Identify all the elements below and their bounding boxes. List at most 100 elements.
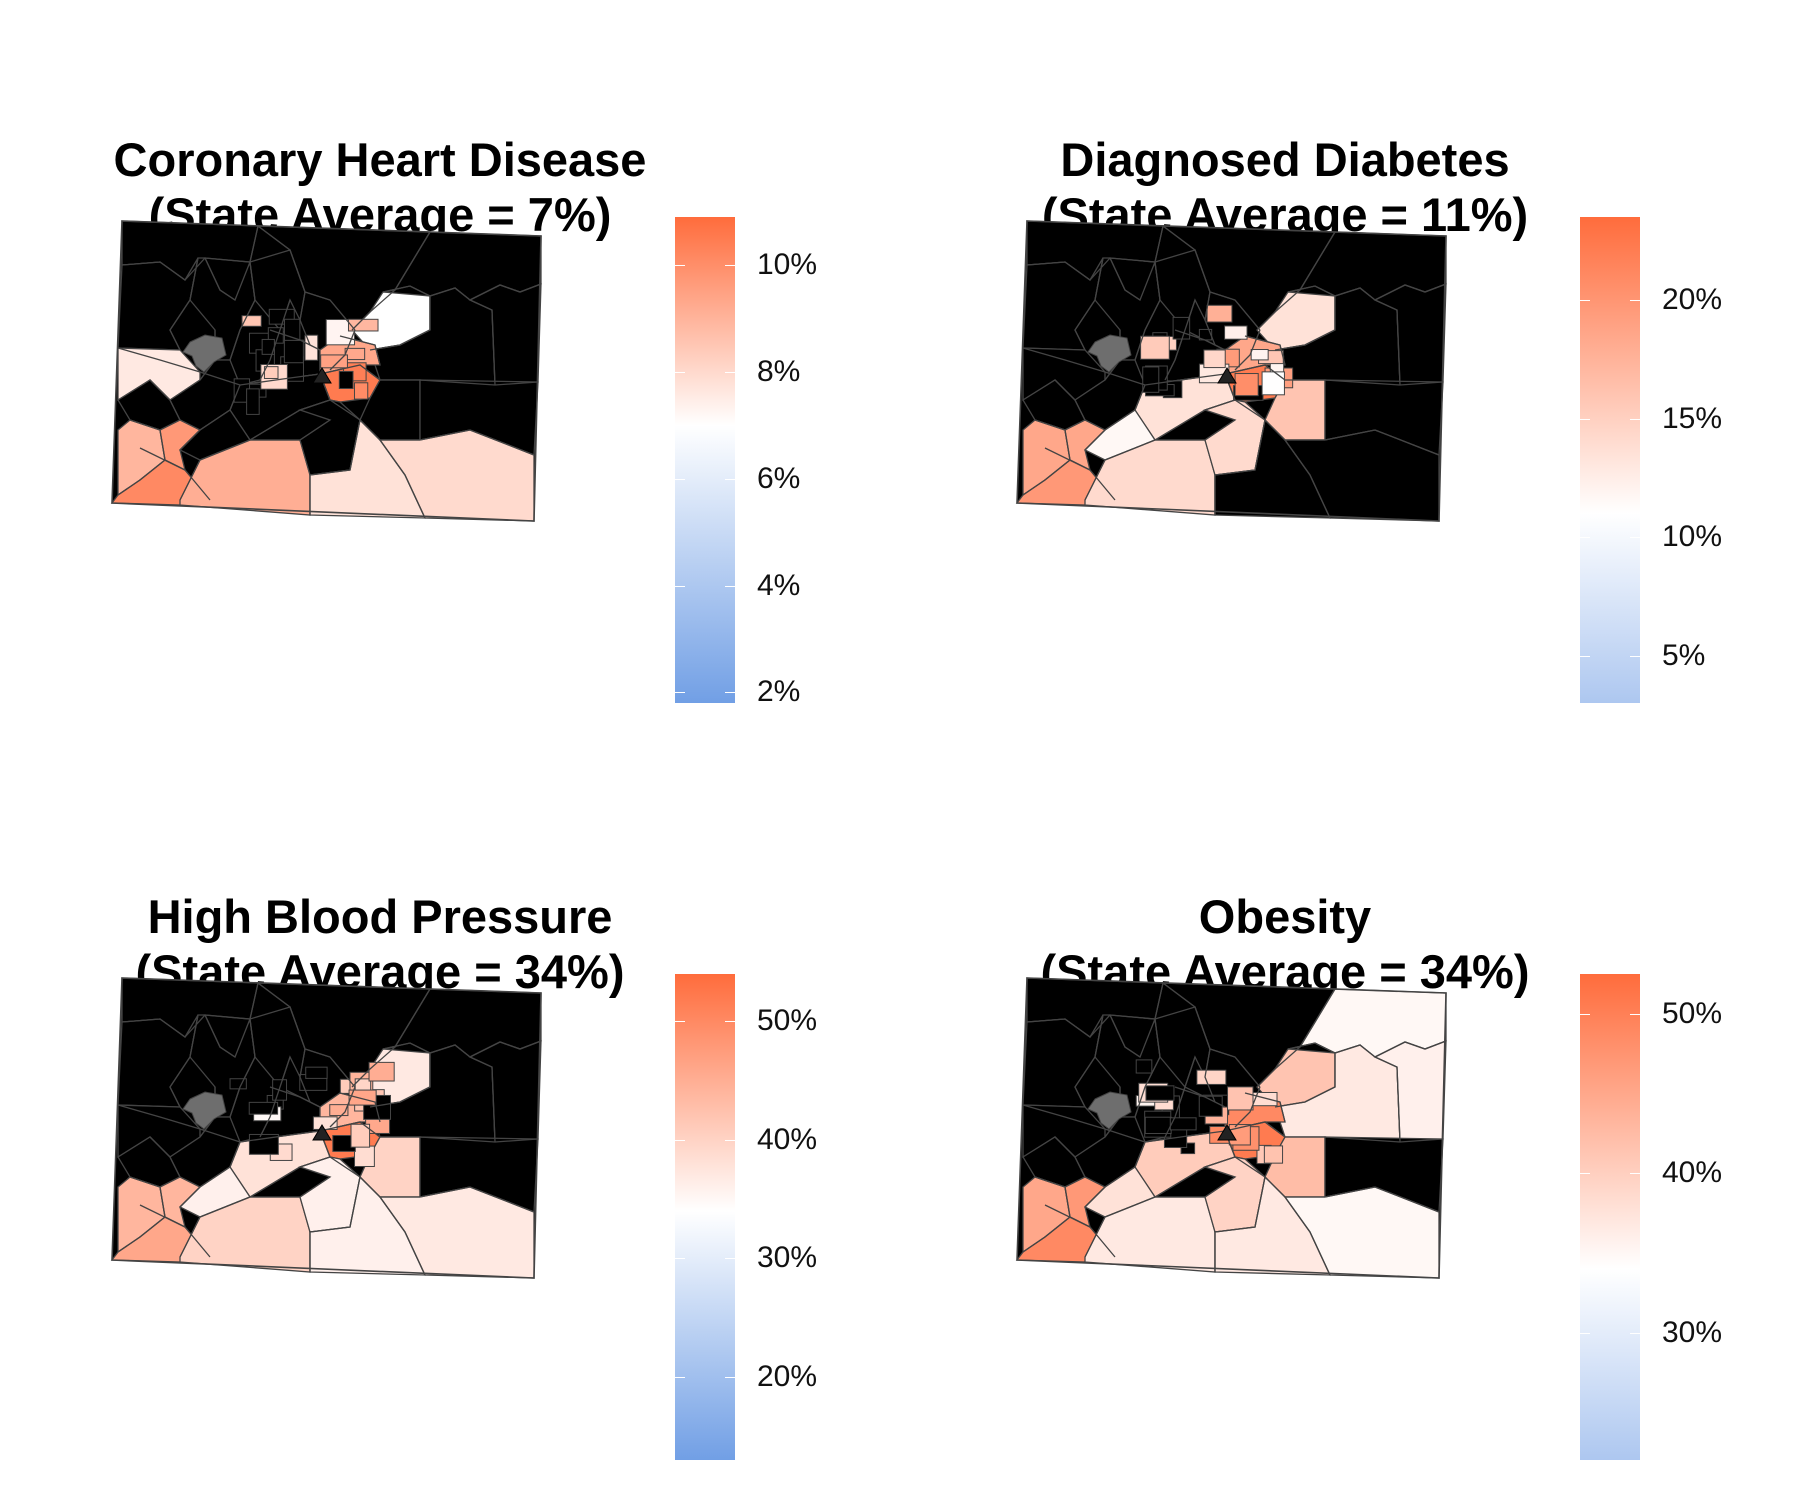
region-border [1084,373,1236,501]
region-border [1224,1121,1444,1143]
region-border [469,1056,496,1143]
region-border [1109,1014,1141,1058]
legend-tick [725,1139,735,1141]
region-border [1214,1176,1266,1272]
region-border [1084,384,1146,451]
legend-tick [725,371,735,373]
legend-tick [675,1139,685,1141]
legend-tick [725,1021,735,1023]
region-border [1256,988,1336,1088]
region-border [1074,1014,1104,1108]
excluded-area [1087,334,1132,373]
region-border [382,283,542,301]
region-cell [1135,1059,1153,1074]
map-outline [111,977,542,1279]
region-cell [1169,1117,1197,1131]
region-border [299,1048,311,1103]
region-border [229,261,256,361]
choropleth-map [110,977,542,1279]
excluded-area [182,1091,227,1130]
region-border [1084,1141,1146,1208]
map-outline [1016,977,1447,1279]
legend-tick-label: 2% [757,675,801,709]
region-border [1134,1018,1161,1118]
region-border [329,1156,535,1213]
legend-tick-label: 5% [1662,638,1706,672]
region-border [339,1092,381,1123]
region-border [309,419,361,515]
region-cell [1227,1086,1254,1111]
legend-tick [1630,655,1640,657]
legend-tick-label: 30% [1662,1315,1723,1349]
region-border [259,1056,291,1138]
legend-tick [675,265,685,267]
region-border [1284,439,1331,519]
city-marker-icon [1217,367,1237,384]
legend-tick [725,1258,735,1260]
choropleth-map [1015,977,1447,1279]
legend-tick [675,371,685,373]
region-border [269,1086,321,1108]
legend-tick [1580,1013,1590,1015]
region-border [229,1018,256,1118]
region-border [1204,1048,1216,1103]
region-border [179,1130,331,1258]
legend-tick [725,1377,735,1379]
legend-tick [1630,537,1640,539]
region-border [319,1121,539,1143]
region-border [1109,257,1141,301]
region-border [379,439,426,519]
region-border [1044,447,1116,501]
map-outline [1016,220,1447,522]
region-border [149,379,181,421]
legend-tick [1580,1332,1590,1334]
region-cell [283,339,304,364]
region-border [1164,1056,1196,1138]
region-border [1284,1196,1331,1276]
city-marker-icon [312,1124,332,1141]
color-legend: 2% 4% 6% 8% 10% [675,217,817,708]
region-cell [284,318,301,341]
legend-tick-label: 10% [757,248,818,282]
region-border [179,1141,241,1208]
legend-tick-label: 15% [1662,401,1723,435]
region-cell [229,1078,247,1090]
legend-gradient-bar [1580,974,1640,1460]
region-border [1244,1092,1286,1123]
legend-tick [725,692,735,694]
region-border [1026,225,1164,281]
region-cell [368,1061,395,1082]
region-border [339,335,381,366]
region-border [379,1196,426,1276]
legend-tick [1580,1173,1590,1175]
region-cell [248,1101,279,1115]
region-cell [320,354,348,369]
legend-tick [675,1377,685,1379]
legend-tick-label: 20% [1662,282,1723,316]
region-cell [1196,1069,1227,1085]
region-border [139,447,211,501]
legend-tick [1580,418,1590,420]
legend-tick [1580,299,1590,301]
region-cell [1140,335,1170,360]
legend-tick-label: 40% [1662,1156,1723,1190]
region-border [369,296,431,351]
region-border [269,329,321,351]
legend-tick [725,585,735,587]
region-border [1026,982,1164,1038]
legend-tick [675,1258,685,1260]
region-border [1287,1040,1447,1058]
region-border [1174,329,1226,351]
region-border [1287,283,1447,301]
region-cell [263,366,279,379]
title-line-1: Coronary Heart Disease [113,133,647,186]
color-legend: 20% 30% 40% 50% [675,974,817,1460]
region-cell [305,1066,328,1079]
city-marker-icon [1217,1124,1237,1141]
region-border [1274,1053,1336,1108]
region-cell [1250,349,1269,361]
region-border [121,982,259,1038]
legend-tick-label: 6% [757,461,801,495]
region-border [169,257,199,351]
panel-coronary-heart-disease: Coronary Heart Disease (State Average = … [0,0,900,750]
